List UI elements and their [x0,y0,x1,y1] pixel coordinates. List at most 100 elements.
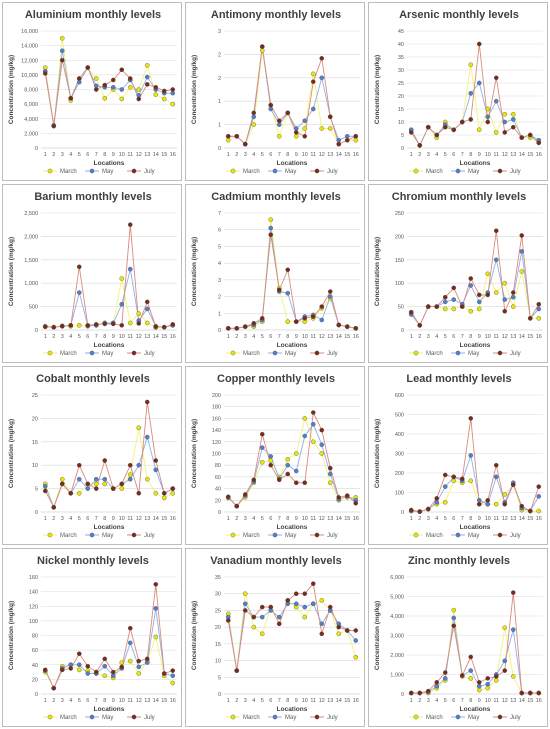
legend-marker [230,532,236,538]
legend-marker [413,714,419,720]
x-tick-label: 14 [519,152,525,158]
y-tick-label: 20 [32,416,38,422]
data-point-may [442,676,448,681]
series-line-july [44,401,174,509]
data-point-may [268,454,274,459]
data-point-march [468,478,474,484]
data-point-march [285,319,291,324]
data-point-july [519,233,525,238]
y-tick-label: 2 [218,76,221,82]
data-point-july [293,130,299,135]
legend-label-march: March [426,351,443,357]
y-tick-label: 40 [215,487,221,493]
data-point-july [536,690,542,696]
y-tick-label: 6,000 [390,575,404,581]
legend-marker [314,532,320,538]
y-tick-label: 100 [29,619,38,625]
series-line-may [410,251,540,327]
x-axis-label: Locations [277,342,308,349]
x-tick-label: 10 [485,334,491,340]
chart-title: Cadmium monthly levels [211,191,341,203]
data-point-july [76,651,82,657]
data-point-july [417,323,423,328]
x-tick-label: 1 [227,516,230,522]
chart-svg: Aluminium monthly levels 0 2,000 4,000 6,000… [8,9,177,175]
x-tick-label: 6 [86,334,89,340]
y-tick-label: 20 [215,625,221,631]
data-point-july [153,458,159,463]
y-tick-label: 10 [32,463,38,469]
series-line-july [410,43,540,147]
data-point-july [468,416,474,421]
chart-svg: Arsenic monthly levels051015202530354045… [374,9,543,175]
x-tick-label: 13 [144,698,150,704]
x-tick-label: 7 [278,152,281,158]
data-point-july [119,323,125,328]
x-tick-label: 8 [469,516,472,522]
data-point-may [510,117,516,122]
data-point-july [136,321,142,326]
x-tick-label: 14 [519,334,525,340]
data-point-july [510,290,516,295]
x-tick-label: 1 [410,334,413,340]
chart-panel-arsenic: Arsenic monthly levels 0 5 10 15 20 25 30 35 40 45… [368,2,548,181]
y-tick-label: 20 [32,677,38,683]
x-tick-label: 9 [112,334,115,340]
legend-marker [230,168,236,174]
data-point-july [102,656,108,662]
legend-marker [314,714,320,720]
x-tick-label: 1 [227,334,230,340]
x-tick-label: 10 [119,334,125,340]
data-point-july [344,493,350,498]
x-axis-label: Locations [277,160,308,167]
y-tick-label: 100 [395,281,404,287]
x-axis-label: Locations [460,342,491,349]
data-point-may [476,683,482,689]
x-tick-label: 2 [235,334,238,340]
data-point-may [451,615,457,621]
data-point-july [527,690,533,696]
x-tick-label: 1 [410,698,413,704]
data-point-july [442,294,448,300]
data-point-may [268,106,274,112]
y-tick-label: 0 [401,328,404,334]
data-point-july [85,663,91,669]
data-point-may [302,118,308,123]
data-point-july [276,287,282,293]
x-tick-label: 10 [485,516,491,522]
x-tick-label: 15 [344,334,350,340]
y-tick-label: 10 [215,659,221,665]
data-point-july [93,322,99,327]
legend-label-may: May [468,715,479,721]
data-point-march [476,127,482,133]
x-axis-label: Locations [94,342,125,349]
data-point-march [285,457,291,462]
y-tick-label: 1,000 [24,281,38,287]
x-tick-label: 12 [502,334,508,340]
x-tick-label: 1 [410,152,413,158]
data-point-march [536,315,542,321]
chart-panel-lead: Lead monthly levels 0 100 200 300 400 500 600 1 2… [368,366,548,545]
data-point-july [85,65,91,70]
x-tick-label: 7 [461,698,464,704]
data-point-july [161,88,167,94]
data-point-july [468,276,474,281]
data-point-july [310,410,316,415]
series-line-march [44,427,174,509]
data-point-july [242,492,248,497]
series-line-may [44,608,173,690]
data-point-july [153,324,159,330]
data-point-july [451,474,457,480]
y-axis-label: Concentration (mg/kg) [191,55,198,124]
x-tick-label: 3 [61,516,64,522]
data-point-july [259,604,265,610]
data-point-march [170,680,176,686]
data-point-july [119,481,125,487]
y-axis-label: Concentration (mg/kg) [191,237,198,306]
legend-marker [131,714,137,720]
legend-marker [497,532,503,538]
x-tick-label: 13 [327,334,333,340]
x-axis-label: Locations [277,524,308,531]
x-tick-label: 16 [170,334,176,340]
data-point-july [102,82,108,88]
